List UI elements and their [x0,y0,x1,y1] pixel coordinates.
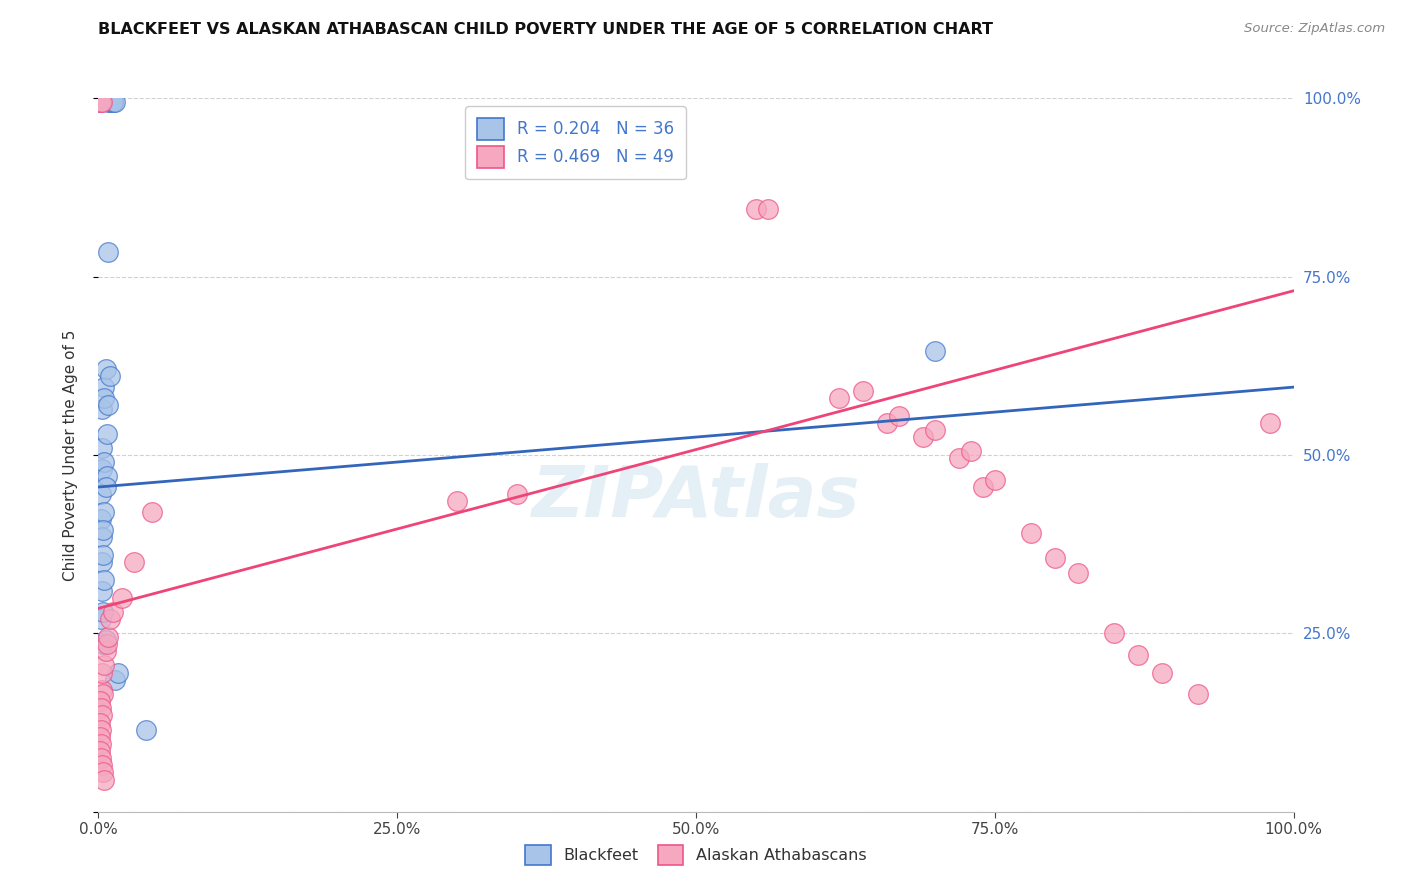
Point [135,723,157,737]
Point [91,530,114,544]
Point [91,765,114,780]
Point [1258,416,1281,430]
Point [91,637,114,651]
Point [91,95,114,109]
Point [93,380,115,394]
Point [889,409,911,423]
Point [101,95,124,109]
Point [876,416,898,430]
Legend: Blackfeet, Alaskan Athabascans: Blackfeet, Alaskan Athabascans [519,838,873,871]
Point [1187,687,1209,701]
Point [911,430,934,444]
Point [924,344,946,359]
Point [91,665,114,680]
Point [96,469,118,483]
Point [91,441,114,455]
Y-axis label: Child Poverty Under the Age of 5: Child Poverty Under the Age of 5 [63,329,77,581]
Point [89,694,111,708]
Point [91,401,114,416]
Point [91,548,114,562]
Point [1102,626,1125,640]
Point [90,723,112,737]
Point [745,202,768,216]
Point [90,95,112,109]
Point [91,683,114,698]
Point [98,612,122,626]
Point [91,708,114,723]
Point [97,244,120,259]
Point [984,473,1007,487]
Point [828,391,851,405]
Point [1128,648,1150,662]
Point [972,480,994,494]
Point [852,384,875,398]
Point [98,369,122,384]
Point [124,555,146,569]
Point [93,658,115,673]
Point [89,95,111,109]
Point [90,512,112,526]
Point [89,715,111,730]
Point [107,665,129,680]
Point [93,573,115,587]
Point [98,95,122,109]
Point [93,455,115,469]
Point [1019,526,1042,541]
Point [959,444,981,458]
Point [101,605,124,619]
Point [91,605,114,619]
Point [756,202,779,216]
Point [90,751,112,765]
Point [97,630,120,644]
Text: BLACKFEET VS ALASKAN ATHABASCAN CHILD POVERTY UNDER THE AGE OF 5 CORRELATION CHA: BLACKFEET VS ALASKAN ATHABASCAN CHILD PO… [98,22,994,37]
Point [94,633,117,648]
Point [94,644,117,658]
Point [91,523,114,537]
Point [104,673,127,687]
Point [924,423,946,437]
Point [94,362,117,376]
Point [93,391,115,405]
Point [446,494,468,508]
Point [93,505,115,519]
Point [1150,665,1173,680]
Point [91,462,114,476]
Point [90,701,112,715]
Point [93,772,115,787]
Point [89,744,111,758]
Point [111,591,134,605]
Point [141,505,163,519]
Point [948,451,970,466]
Point [89,95,111,109]
Point [97,95,120,109]
Point [1043,551,1066,566]
Point [90,612,112,626]
Point [506,487,529,501]
Point [91,583,114,598]
Point [91,687,114,701]
Point [101,95,124,109]
Point [96,637,118,651]
Point [91,758,114,772]
Point [1067,566,1090,580]
Point [97,398,120,412]
Point [104,95,127,109]
Point [91,555,114,569]
Text: Source: ZipAtlas.com: Source: ZipAtlas.com [1244,22,1385,36]
Point [94,480,117,494]
Point [90,737,112,751]
Text: ZIPAtlas: ZIPAtlas [531,463,860,533]
Point [96,426,118,441]
Point [90,487,112,501]
Point [89,730,111,744]
